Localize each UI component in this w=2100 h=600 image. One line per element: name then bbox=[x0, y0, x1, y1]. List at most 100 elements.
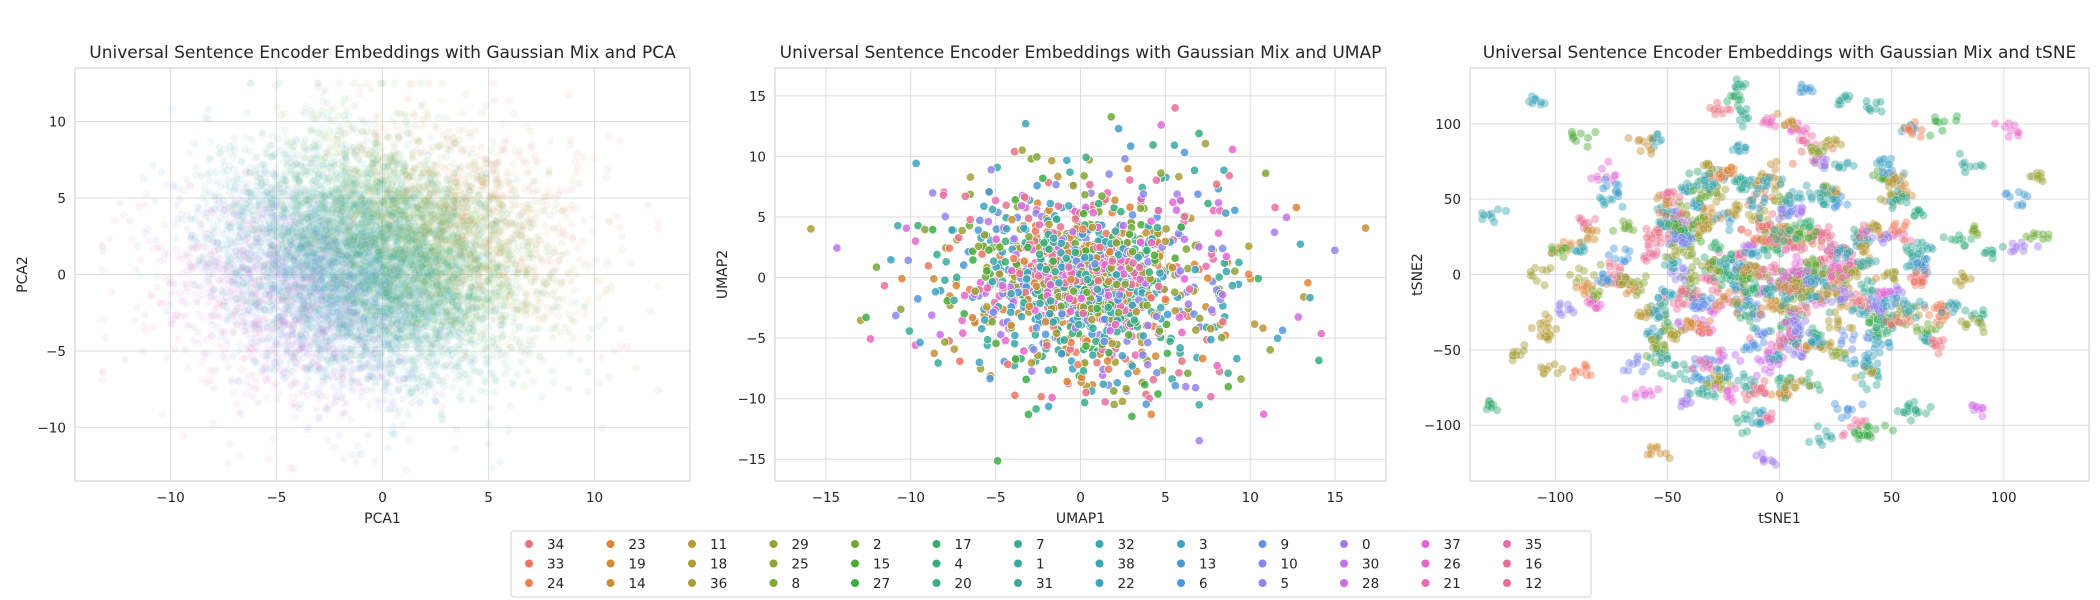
data-point bbox=[654, 224, 663, 233]
data-point bbox=[410, 234, 419, 243]
data-point bbox=[498, 191, 507, 200]
data-point bbox=[305, 307, 315, 316]
data-point bbox=[457, 387, 466, 397]
data-point bbox=[484, 296, 493, 305]
data-point bbox=[430, 215, 439, 224]
data-point bbox=[466, 197, 476, 206]
data-point bbox=[476, 281, 486, 291]
data-point bbox=[432, 357, 441, 367]
data-point bbox=[413, 294, 423, 304]
data-point bbox=[265, 323, 274, 332]
data-point bbox=[427, 274, 437, 284]
data-point bbox=[329, 104, 339, 113]
data-point bbox=[449, 275, 458, 284]
data-point bbox=[474, 175, 483, 184]
data-point bbox=[392, 242, 401, 251]
data-point bbox=[173, 334, 183, 344]
data-point bbox=[594, 321, 603, 331]
data-point bbox=[572, 308, 581, 317]
data-point bbox=[353, 255, 362, 265]
data-point bbox=[271, 193, 281, 202]
data-point bbox=[498, 333, 507, 342]
data-point bbox=[421, 288, 431, 297]
data-point bbox=[343, 300, 352, 309]
data-point bbox=[338, 246, 348, 255]
data-point bbox=[281, 296, 290, 305]
data-point bbox=[341, 145, 351, 154]
data-point bbox=[472, 331, 481, 340]
data-point bbox=[394, 303, 403, 312]
data-point bbox=[481, 388, 490, 397]
data-point bbox=[355, 90, 364, 99]
data-point bbox=[447, 233, 456, 242]
data-point bbox=[333, 274, 343, 284]
data-point bbox=[340, 211, 349, 220]
data-point bbox=[329, 353, 338, 362]
data-point bbox=[342, 156, 351, 165]
data-point bbox=[271, 271, 280, 280]
data-point bbox=[245, 163, 254, 172]
data-point bbox=[444, 205, 454, 214]
data-point bbox=[271, 232, 280, 241]
data-point bbox=[261, 305, 270, 315]
data-point bbox=[600, 315, 609, 324]
data-point bbox=[282, 303, 291, 312]
data-point bbox=[438, 401, 447, 411]
data-point bbox=[412, 329, 421, 338]
data-point bbox=[358, 331, 367, 341]
data-point bbox=[357, 241, 366, 250]
data-point bbox=[448, 325, 457, 334]
data-point bbox=[443, 133, 452, 142]
data-point bbox=[326, 162, 335, 172]
data-point bbox=[332, 194, 342, 203]
data-point bbox=[267, 275, 276, 285]
data-point bbox=[308, 324, 318, 333]
data-point bbox=[568, 176, 578, 185]
data-point bbox=[399, 223, 408, 232]
data-point bbox=[440, 278, 449, 287]
data-point bbox=[302, 296, 312, 305]
data-point bbox=[541, 280, 550, 289]
data-point bbox=[242, 377, 251, 387]
data-point bbox=[379, 235, 388, 245]
data-point bbox=[467, 254, 476, 263]
data-point bbox=[365, 307, 374, 316]
data-point bbox=[472, 205, 481, 214]
data-point bbox=[270, 301, 280, 310]
data-point bbox=[424, 223, 433, 232]
data-point bbox=[489, 79, 498, 88]
data-point bbox=[243, 108, 252, 117]
data-point bbox=[464, 216, 473, 226]
data-point bbox=[305, 227, 315, 236]
data-point bbox=[421, 246, 430, 255]
data-point bbox=[545, 277, 554, 286]
data-point bbox=[477, 298, 486, 307]
data-point bbox=[537, 392, 547, 401]
data-point bbox=[583, 367, 592, 377]
data-point bbox=[319, 198, 328, 207]
data-point bbox=[537, 197, 547, 206]
data-point bbox=[291, 260, 300, 269]
data-point bbox=[574, 179, 584, 188]
data-point bbox=[428, 269, 437, 278]
data-point bbox=[347, 201, 357, 210]
data-point bbox=[435, 258, 444, 267]
data-point bbox=[204, 114, 213, 123]
data-point bbox=[536, 297, 545, 307]
data-point bbox=[374, 404, 383, 414]
data-point bbox=[595, 276, 605, 285]
data-point bbox=[367, 161, 376, 170]
data-point bbox=[551, 263, 560, 273]
data-point bbox=[446, 192, 456, 201]
data-point bbox=[223, 363, 232, 372]
data-point bbox=[237, 266, 246, 275]
data-point bbox=[364, 173, 373, 182]
data-point bbox=[151, 235, 161, 244]
data-point bbox=[484, 205, 493, 214]
data-point bbox=[436, 343, 445, 353]
data-point bbox=[338, 273, 347, 282]
data-point bbox=[364, 259, 373, 268]
data-point bbox=[550, 267, 559, 276]
data-point bbox=[225, 234, 234, 243]
data-point bbox=[499, 206, 508, 215]
